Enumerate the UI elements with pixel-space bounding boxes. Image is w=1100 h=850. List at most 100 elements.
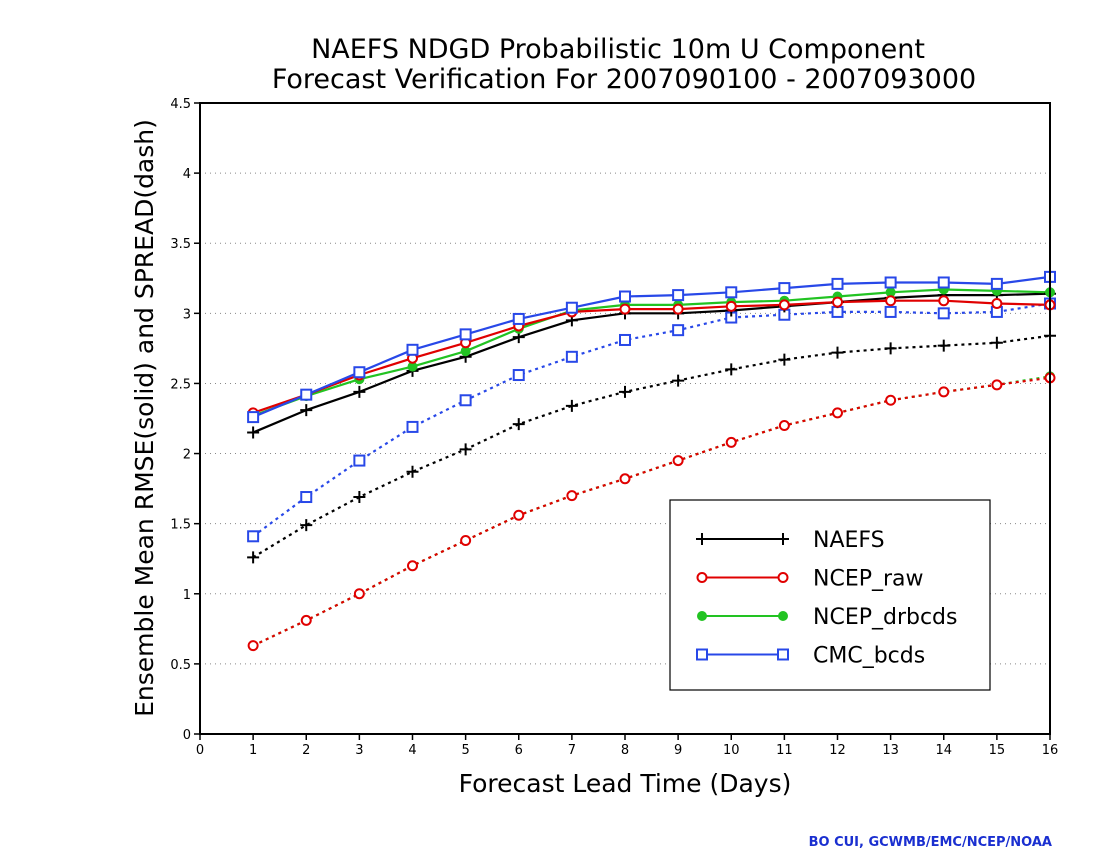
- x-tick-label: 1: [249, 743, 257, 758]
- rmse-point-CMC_bcds: [831, 277, 844, 290]
- rmse-point-CMC_bcds: [459, 328, 472, 341]
- spread-point-NCEP_raw: [300, 614, 312, 626]
- rmse-point-CMC_bcds: [565, 301, 578, 314]
- x-axis-label: Forecast Lead Time (Days): [459, 769, 792, 798]
- x-tick-label: 2: [302, 743, 310, 758]
- rmse-point-CMC_bcds: [406, 343, 419, 356]
- x-tick-label: 13: [882, 743, 899, 758]
- legend-marker-NCEP_drbcds: [778, 611, 788, 621]
- x-tick-label: 8: [621, 743, 629, 758]
- spread-point-CMC_bcds: [300, 491, 313, 504]
- rmse-point-NCEP_raw: [778, 299, 790, 311]
- x-tick-label: 4: [408, 743, 416, 758]
- spread-point-NAEFS: [247, 551, 260, 564]
- legend-marker-NCEP_raw: [696, 572, 708, 583]
- spread-point-NAEFS: [353, 491, 366, 504]
- spread-point-NAEFS: [565, 399, 578, 412]
- spread-point-NCEP_raw: [407, 560, 418, 572]
- spread-point-NAEFS: [990, 336, 1003, 349]
- legend: NAEFS NCEP_raw NCEP_drbcds CMC_bcds: [669, 499, 991, 691]
- rmse-line-CMC_bcds: [252, 275, 1051, 419]
- spread-point-NCEP_raw: [832, 407, 843, 419]
- spread-point-NCEP_raw: [778, 420, 790, 432]
- rmse-point-NCEP_raw: [725, 300, 737, 312]
- legend-label-CMC_bcds: CMC_bcds: [813, 644, 925, 669]
- spread-point-NAEFS: [884, 342, 897, 355]
- spread-point-NAEFS: [725, 363, 738, 376]
- spread-point-NAEFS: [672, 374, 685, 387]
- x-tick-label: 12: [829, 743, 846, 758]
- spread-point-NCEP_raw: [725, 436, 737, 448]
- spread-point-NCEP_raw: [619, 473, 631, 485]
- spread-point-CMC_bcds: [565, 350, 578, 363]
- y-tick-label: 0: [183, 728, 191, 743]
- series-markers: [247, 270, 1056, 652]
- chart-title-line-1: NAEFS NDGD Probabilistic 10m U Component: [311, 34, 925, 65]
- spread-point-NCEP_raw: [672, 455, 684, 467]
- rmse-point-CMC_bcds: [725, 286, 738, 299]
- spread-point-NAEFS: [406, 465, 419, 478]
- rmse-point-CMC_bcds: [512, 312, 525, 325]
- legend-label-NAEFS: NAEFS: [813, 528, 885, 553]
- spread-point-CMC_bcds: [353, 454, 366, 467]
- spread-point-NCEP_raw: [566, 490, 578, 502]
- rmse-point-CMC_bcds: [884, 276, 897, 289]
- rmse-line-NCEP_drbcds: [252, 288, 1051, 417]
- spread-point-NCEP_raw: [885, 394, 897, 406]
- y-tick-label: 4: [183, 167, 191, 182]
- spread-point-CMC_bcds: [884, 305, 897, 318]
- legend-marker-CMC_bcds: [777, 648, 789, 661]
- rmse-point-CMC_bcds: [990, 277, 1003, 290]
- rmse-line-NAEFS: [252, 292, 1051, 434]
- rmse-point-CMC_bcds: [353, 366, 366, 379]
- y-axis-label: Ensemble Mean RMSE(solid) and SPREAD(das…: [130, 119, 159, 717]
- spread-point-NCEP_raw: [460, 534, 472, 546]
- x-tick-label: 6: [515, 743, 523, 758]
- y-tick-label: 4.5: [170, 97, 191, 112]
- spread-line-NAEFS: [252, 334, 1051, 559]
- rmse-line-NCEP_raw: [252, 299, 1051, 414]
- rmse-point-CMC_bcds: [247, 411, 260, 424]
- spread-point-NAEFS: [831, 346, 844, 359]
- x-axis: 0 1 2 3 4 5 6 7 8 9 10 11 12 13 14 15 16: [196, 734, 1058, 758]
- y-tick-label: 3: [183, 307, 191, 322]
- y-tick-label: 2: [183, 448, 191, 463]
- y-tick-label: 0.5: [170, 658, 191, 673]
- rmse-point-CMC_bcds: [937, 276, 950, 289]
- spread-point-CMC_bcds: [937, 307, 950, 320]
- series-lines: [252, 275, 1051, 647]
- x-tick-label: 7: [568, 743, 576, 758]
- legend-marker-NCEP_drbcds: [697, 611, 707, 621]
- spread-point-NCEP_raw: [513, 509, 525, 521]
- rmse-point-CMC_bcds: [672, 289, 685, 302]
- spread-point-NCEP_raw: [353, 588, 365, 600]
- x-tick-label: 16: [1042, 743, 1059, 758]
- legend-label-NCEP_raw: NCEP_raw: [813, 567, 924, 592]
- chart-title: NAEFS NDGD Probabilistic 10m U Component…: [272, 34, 976, 95]
- spread-line-NCEP_raw: [252, 376, 1051, 647]
- rmse-point-NCEP_raw: [832, 296, 843, 308]
- rmse-point-NAEFS: [353, 385, 366, 398]
- rmse-point-CMC_bcds: [300, 388, 313, 401]
- x-tick-label: 15: [989, 743, 1006, 758]
- x-tick-label: 10: [723, 743, 740, 758]
- spread-point-NAEFS: [459, 443, 472, 456]
- rmse-point-CMC_bcds: [619, 290, 631, 303]
- credit-text: BO CUI, GCWMB/EMC/NCEP/NOAA: [809, 835, 1052, 850]
- spread-point-CMC_bcds: [247, 530, 260, 543]
- legend-box: [669, 499, 991, 691]
- spread-point-NCEP_raw: [938, 386, 950, 398]
- y-tick-label: 3.5: [170, 237, 191, 252]
- rmse-point-CMC_bcds: [778, 282, 791, 295]
- spread-point-CMC_bcds: [619, 333, 631, 346]
- rmse-point-NAEFS: [247, 426, 260, 439]
- spread-point-CMC_bcds: [672, 324, 685, 337]
- spread-point-NAEFS: [300, 519, 313, 532]
- spread-point-NCEP_raw: [247, 640, 259, 652]
- rmse-point-NCEP_raw: [991, 298, 1003, 310]
- rmse-point-NCEP_raw: [619, 303, 631, 315]
- x-tick-label: 0: [196, 743, 204, 758]
- spread-line-CMC_bcds: [252, 302, 1051, 538]
- legend-marker-NCEP_raw: [777, 572, 789, 583]
